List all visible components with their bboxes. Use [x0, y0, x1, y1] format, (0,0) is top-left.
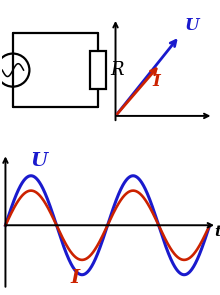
Bar [90, 51, 106, 89]
Text: U: U [31, 152, 48, 170]
Text: I: I [70, 269, 80, 287]
Text: R: R [110, 61, 124, 79]
Text: I: I [153, 73, 161, 90]
Text: t: t [214, 225, 220, 239]
Text: U: U [185, 17, 199, 34]
